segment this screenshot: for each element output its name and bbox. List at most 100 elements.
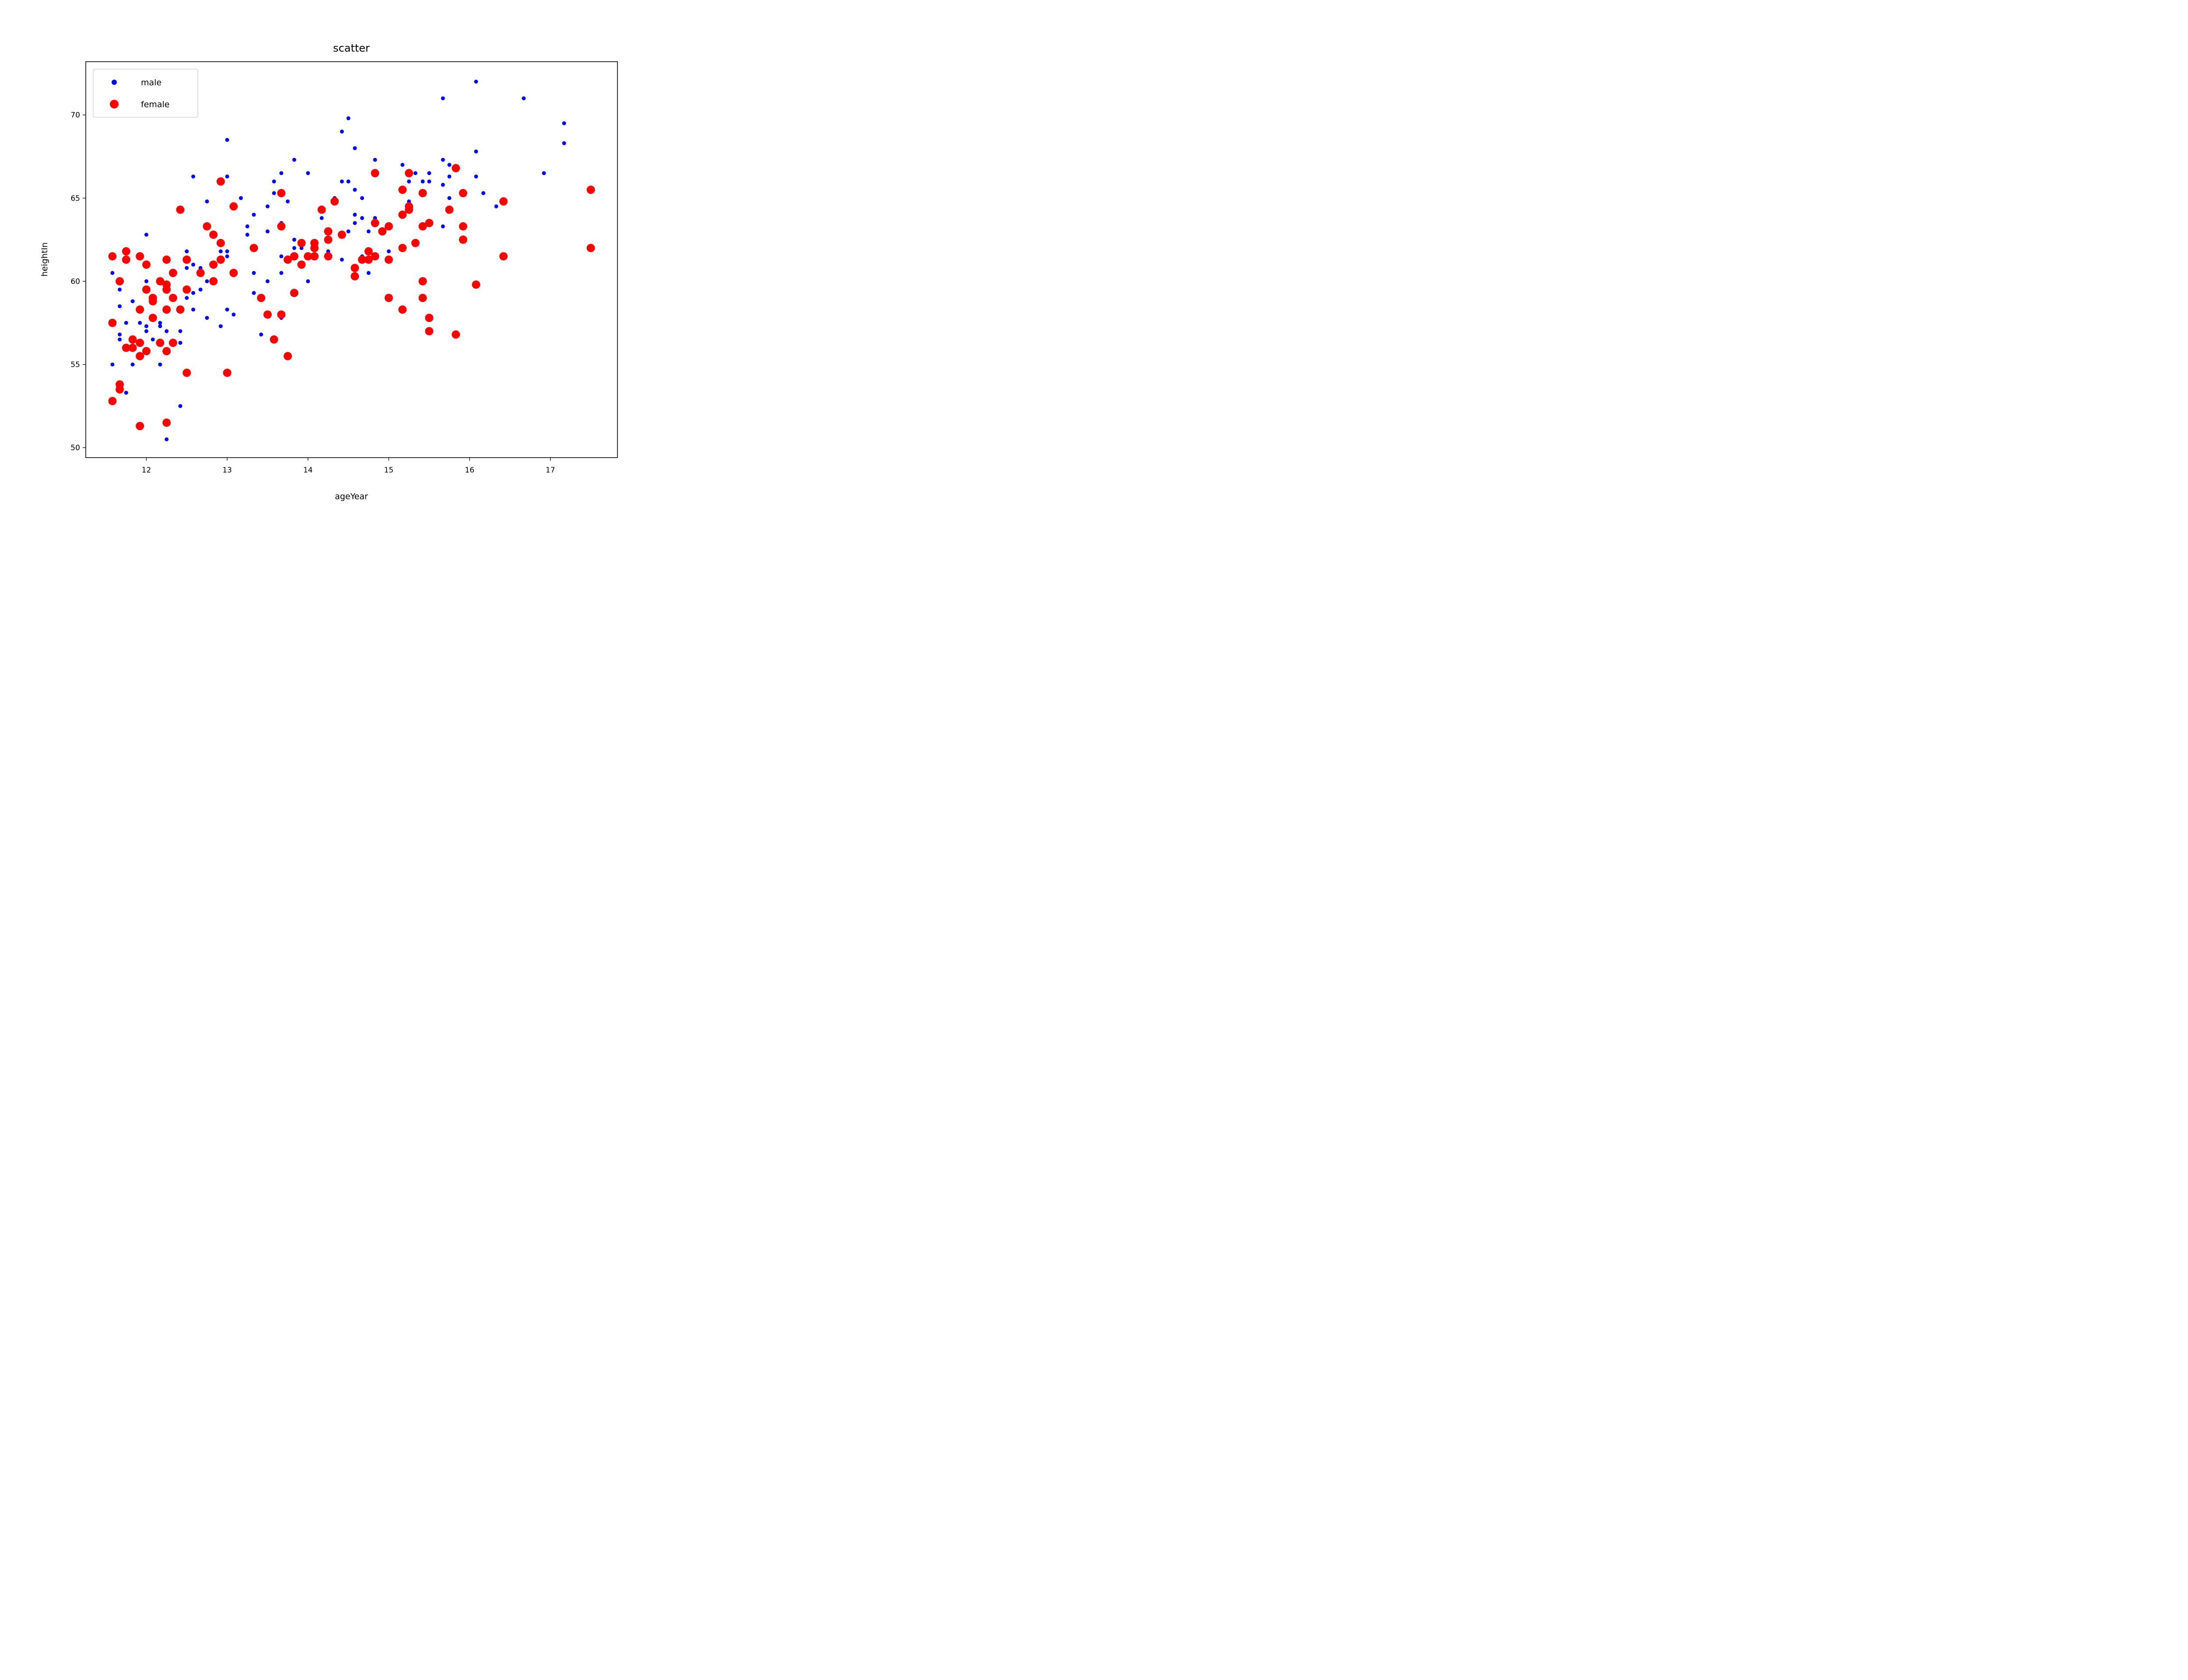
female-point-62 [304,252,312,261]
female-point-10 [128,343,137,352]
male-point-110 [562,121,566,126]
male-point-24 [185,249,189,253]
male-point-33 [205,199,209,203]
male-point-14 [144,329,148,333]
plot-area-frame [85,61,618,458]
x-axis-ticks: 12 13 14 15 16 17 [142,458,555,475]
male-point-23 [178,404,182,408]
male-point-97 [441,158,445,162]
female-point-70 [330,197,339,206]
male-point-26 [185,296,189,300]
female-point-68 [324,235,333,244]
male-point-49 [252,291,256,295]
male-point-1 [110,362,115,367]
female-point-15 [136,422,144,430]
female-point-47 [229,202,238,211]
female-point-92 [418,189,427,197]
female-point-74 [358,256,366,264]
female-point-99 [445,205,454,214]
female-point-26 [162,285,171,294]
female-point-51 [263,310,272,319]
female-point-58 [290,252,298,261]
female-point-57 [284,352,292,360]
female-point-45 [216,256,225,264]
female-point-0 [108,252,117,261]
male-point-75 [346,179,351,184]
female-point-65 [310,252,319,261]
male-point-36 [218,249,223,253]
female-point-46 [223,368,231,377]
female-point-24 [162,256,171,264]
female-point-75 [364,247,373,256]
female-point-101 [452,330,460,339]
female-point-64 [310,244,319,252]
female-point-29 [162,418,171,427]
female-point-11 [136,252,144,261]
male-point-82 [360,216,364,220]
legend-marker-female [110,100,119,108]
female-point-44 [216,239,225,247]
male-point-48 [252,271,256,275]
x-tick-label-17: 17 [546,466,555,475]
series-female [108,164,595,430]
female-point-72 [351,264,359,272]
male-point-71 [340,130,344,134]
female-point-59 [290,289,298,298]
legend-frame [93,69,198,118]
male-point-29 [191,291,196,295]
male-point-95 [427,179,431,184]
male-point-34 [205,279,209,284]
y-axis-label: heightIn [40,242,49,276]
female-point-2 [108,397,117,406]
male-point-76 [346,229,351,234]
male-point-20 [165,437,169,441]
male-point-11 [144,233,148,237]
female-point-38 [196,269,205,277]
female-point-94 [418,277,427,286]
male-point-6 [124,321,128,325]
female-point-82 [384,256,393,264]
male-point-7 [124,391,128,395]
male-point-88 [386,249,391,253]
female-point-100 [452,164,460,172]
male-point-45 [245,224,249,228]
female-point-61 [297,260,306,269]
female-point-102 [459,189,467,197]
male-point-96 [441,96,445,101]
male-point-0 [110,271,115,275]
female-point-43 [216,177,225,186]
male-point-13 [144,324,148,329]
male-point-62 [292,158,296,162]
female-point-39 [203,222,211,231]
male-point-39 [225,174,229,178]
female-point-13 [136,339,144,347]
male-point-12 [144,279,148,284]
male-point-63 [292,238,296,242]
male-point-19 [165,329,169,333]
female-point-48 [229,269,238,277]
female-point-55 [277,310,286,319]
female-point-22 [156,277,165,286]
female-point-52 [270,335,278,344]
male-point-107 [494,204,498,209]
male-point-77 [353,146,357,150]
male-point-3 [118,332,122,337]
female-point-103 [459,222,467,231]
male-point-28 [191,262,196,267]
male-point-102 [447,196,452,200]
female-point-105 [472,280,480,289]
female-point-108 [586,186,595,194]
female-point-12 [136,305,144,314]
male-point-104 [474,149,478,154]
male-point-5 [118,304,122,308]
male-point-17 [158,324,162,329]
female-point-96 [425,219,434,228]
male-point-98 [441,182,445,187]
male-point-93 [421,179,425,184]
female-point-27 [162,305,171,314]
male-point-46 [245,233,249,237]
female-point-1 [108,318,117,327]
female-point-8 [122,343,130,352]
female-point-84 [398,186,407,194]
